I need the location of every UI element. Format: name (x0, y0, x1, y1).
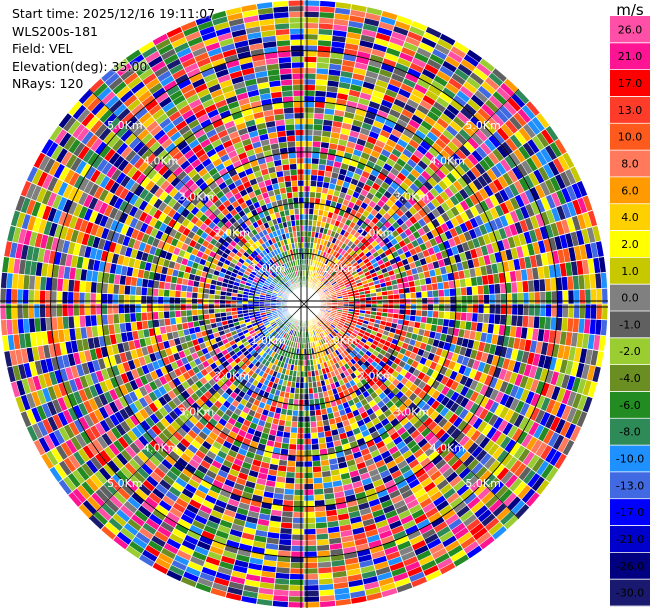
range-ring-label: 5.0Km (465, 119, 500, 132)
range-ring-label: 4.0Km (143, 441, 178, 454)
colorbar-swatch (610, 498, 650, 527)
colorbar-tick-label: -1.0 (619, 318, 640, 331)
range-ring (202, 202, 406, 406)
colorbar-tick-label: 6.0 (621, 184, 639, 197)
colorbar-swatch (610, 337, 650, 366)
station-name-text: WLS200s-181 (12, 23, 98, 39)
colorbar-tick-label: -30.0 (616, 587, 644, 600)
colorbar-swatch (610, 16, 650, 44)
colorbar-tick-label: 13.0 (618, 104, 643, 117)
colorbar-tick-label: 4.0 (621, 211, 639, 224)
range-ring-label: 5.0Km (107, 119, 142, 132)
colorbar-tick-label: -8.0 (619, 426, 640, 439)
colorbar-tick-label: -17.0 (616, 506, 644, 519)
colorbar-tick-label: -10.0 (616, 453, 644, 466)
ppi-cells--4.0 (12, 7, 586, 602)
colorbar-swatch (610, 230, 650, 258)
range-ring-label: 4.0Km (143, 155, 178, 168)
colorbar-tick-label: 10.0 (618, 131, 643, 144)
colorbar-tick-label: -4.0 (619, 372, 640, 385)
range-ring-label: 2.0Km (215, 226, 250, 239)
colorbar-tick-label: 2.0 (621, 238, 639, 251)
range-ring-label: 2.0Km (358, 370, 393, 383)
colorbar-tick-label: -26.0 (616, 560, 644, 573)
colorbar-swatch (610, 69, 650, 97)
range-ring-label: 3.0Km (179, 406, 214, 419)
range-ring-label: 1.0Km (250, 262, 285, 275)
colorbar-swatch (610, 391, 650, 419)
colorbar-swatch (610, 96, 650, 124)
ppi-cells-21.0 (15, 33, 591, 608)
colorbar-swatch (610, 150, 650, 178)
diagonal-axis-line (88, 88, 520, 520)
colorbar-tick-label: -21.0 (616, 533, 644, 546)
range-ring-label: 4.0Km (430, 441, 465, 454)
colorbar-swatch (610, 579, 650, 607)
range-ring-label: 4.0Km (430, 155, 465, 168)
range-rings: 1.0Km 1.0Km 1.0Km 1.0Km 2.0Km 2.0Km 2.0Km 2.0Km… (0, 0, 608, 608)
range-ring-label: 3.0Km (394, 406, 429, 419)
colorbar-swatch (610, 284, 650, 312)
range-ring-label: 3.0Km (179, 191, 214, 204)
colorbar-swatch (610, 203, 650, 232)
colorbar-swatch (610, 471, 650, 500)
colorbar-tick-label: -13.0 (616, 479, 644, 492)
range-ring-label: 2.0Km (358, 226, 393, 239)
range-ring-label: 2.0Km (215, 370, 250, 383)
colorbar-tick-label: 26.0 (618, 23, 643, 36)
start-time-text: Start time: 2025/12/16 19:11:07 (12, 6, 216, 21)
colorbar-tick-label: -2.0 (619, 345, 640, 358)
elevation-text: Elevation(deg): 35.00 (12, 58, 148, 74)
colorbar-swatch (610, 123, 650, 151)
scan-info-panel: Start time: 2025/12/16 19:11:07 WLS200s-… (12, 5, 215, 93)
range-ring (151, 151, 457, 457)
range-ring-label: 5.0Km (107, 477, 142, 490)
range-ring (100, 100, 508, 508)
range-ring-label: 5.0Km (465, 477, 500, 490)
colorbar-tick-label: 1.0 (621, 265, 639, 278)
colorbar-swatch (610, 418, 650, 446)
colorbar-tick-label: 0.0 (621, 292, 639, 305)
nrays-text: NRays: 120 (12, 76, 84, 92)
range-ring-label: 3.0Km (394, 191, 429, 204)
range-ring (252, 252, 356, 356)
colorbar-swatch (610, 311, 650, 339)
colorbar-tick-label: 8.0 (621, 158, 639, 171)
colorbar-tick-label: 21.0 (618, 50, 643, 63)
range-ring-label: 1.0Km (322, 262, 357, 275)
colorbar-swatch (610, 445, 650, 473)
range-ring-label: 1.0Km (322, 334, 357, 347)
colorbar-swatch (610, 257, 650, 285)
colorbar-unit: m/s (616, 1, 644, 19)
field-text: Field: VEL (12, 41, 73, 57)
colorbar-swatch (610, 552, 650, 580)
colorbar-tick-label: -6.0 (619, 399, 640, 412)
colorbar-swatch (610, 42, 650, 71)
ppi-cells--21.0 (20, 12, 604, 608)
colorbar: m/s 26.0 21.0 17.0 13.0 10.0 8.0 6.0 4.0 2.0 1.0 0.… (610, 1, 650, 607)
colorbar-tick-label: 17.0 (618, 77, 643, 90)
range-ring-label: 1.0Km (250, 334, 285, 347)
colorbar-swatch (610, 364, 650, 392)
range-ring (50, 50, 558, 558)
ppi-cells--2.0 (12, 7, 590, 574)
colorbar-swatch (610, 525, 650, 553)
ppi-cells--6.0 (2, 10, 581, 593)
colorbar-swatch (610, 176, 650, 205)
